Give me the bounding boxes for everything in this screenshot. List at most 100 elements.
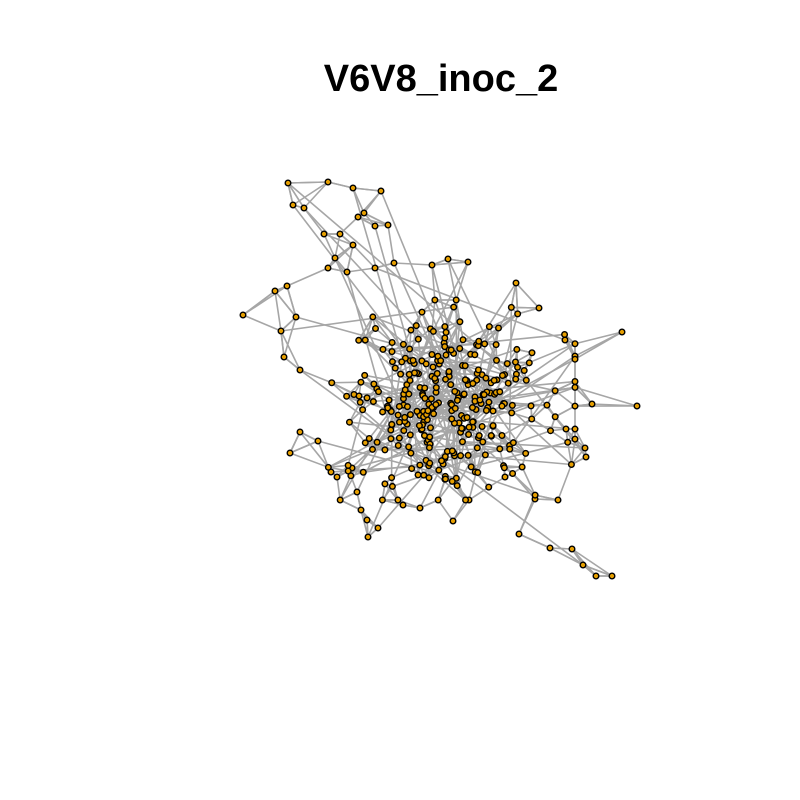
- graph-node: [508, 409, 516, 417]
- graph-edge: [286, 267, 329, 287]
- graph-node: [445, 368, 453, 376]
- graph-node: [388, 420, 396, 428]
- graph-node: [571, 378, 579, 386]
- graph-node: [379, 408, 387, 416]
- graph-node: [349, 184, 357, 192]
- graph-node: [369, 313, 377, 321]
- graph-node: [431, 296, 439, 304]
- graph-node: [406, 345, 414, 353]
- graph-node: [428, 261, 436, 269]
- graph-node: [407, 326, 415, 334]
- graph-edge: [348, 401, 361, 423]
- graph-edge: [303, 181, 329, 209]
- graph-node: [471, 351, 479, 359]
- graph-node: [420, 471, 428, 479]
- graph-node: [489, 422, 497, 430]
- graph-edge: [299, 369, 333, 384]
- graph-node: [387, 426, 395, 434]
- graph-edge: [346, 267, 376, 273]
- graph-edge: [574, 386, 638, 407]
- graph-node: [399, 501, 407, 509]
- graph-edge: [501, 418, 533, 437]
- graph-node: [458, 424, 466, 432]
- graph-node: [476, 396, 484, 404]
- graph-edge: [299, 431, 329, 468]
- graph-node: [354, 213, 362, 221]
- graph-node: [370, 380, 378, 388]
- graph-node: [522, 449, 530, 457]
- graph-edge: [348, 421, 366, 444]
- graph-node: [388, 358, 396, 366]
- graph-edge: [358, 316, 374, 341]
- graph-node: [328, 379, 336, 387]
- graph-node: [395, 418, 403, 426]
- graph-node: [498, 402, 506, 410]
- graph-edge: [280, 330, 285, 358]
- graph-node: [400, 427, 408, 435]
- graph-edge: [409, 434, 584, 566]
- graph-edge: [391, 467, 413, 479]
- graph-node: [343, 268, 351, 276]
- graph-edge: [511, 306, 540, 309]
- graph-edge: [346, 271, 392, 431]
- graph-node: [504, 379, 512, 387]
- graph-node: [479, 438, 487, 446]
- graph-node: [520, 367, 528, 375]
- graph-node: [469, 380, 477, 388]
- graph-node: [401, 413, 409, 421]
- graph-node: [449, 517, 457, 525]
- graph-node: [546, 544, 554, 552]
- graph-node: [331, 254, 339, 262]
- graph-node: [473, 444, 481, 452]
- graph-node: [324, 178, 332, 186]
- graph-edge: [512, 472, 536, 496]
- graph-node: [451, 404, 459, 412]
- graph-node: [432, 401, 440, 409]
- graph-node: [409, 356, 417, 364]
- graph-edge: [352, 187, 382, 192]
- graph-edge: [515, 282, 540, 309]
- graph-node: [381, 480, 389, 488]
- graph-edge: [374, 267, 576, 345]
- graph-node: [424, 407, 432, 415]
- graph-node: [271, 287, 279, 295]
- graph-edge: [323, 233, 336, 259]
- graph-edge: [327, 393, 465, 469]
- graph-node: [345, 418, 353, 426]
- graph-node: [561, 336, 569, 344]
- graph-node: [414, 335, 422, 343]
- graph-node: [415, 422, 423, 430]
- graph-node: [388, 474, 396, 482]
- graph-edge: [531, 418, 551, 432]
- graph-node: [408, 465, 416, 473]
- graph-edge: [510, 282, 517, 308]
- graph-node: [481, 451, 489, 459]
- graph-node: [495, 324, 503, 332]
- graph-edge: [331, 381, 361, 384]
- graph-node: [503, 360, 511, 368]
- graph-node: [448, 415, 456, 423]
- graph-edge: [518, 494, 536, 535]
- graph-edge: [549, 547, 584, 566]
- graph-node: [355, 392, 363, 400]
- graph-node: [498, 372, 506, 380]
- graph-node: [465, 423, 473, 431]
- graph-node: [336, 496, 344, 504]
- graph-node: [296, 366, 304, 374]
- graph-edge: [431, 261, 469, 266]
- graph-edge: [456, 380, 576, 394]
- graph-node: [480, 391, 488, 399]
- graph-node: [568, 545, 576, 553]
- graph-node: [412, 322, 420, 330]
- graph-edge: [287, 182, 305, 209]
- graph-node: [394, 496, 402, 504]
- graph-edge: [352, 244, 376, 269]
- graph-edge: [571, 548, 613, 577]
- graph-node: [608, 572, 616, 580]
- graph-edge: [517, 307, 540, 315]
- graph-node: [478, 422, 486, 430]
- graph-edge: [512, 355, 576, 444]
- graph-node: [498, 431, 506, 439]
- graph-node: [528, 415, 536, 423]
- graph-edge: [283, 316, 297, 358]
